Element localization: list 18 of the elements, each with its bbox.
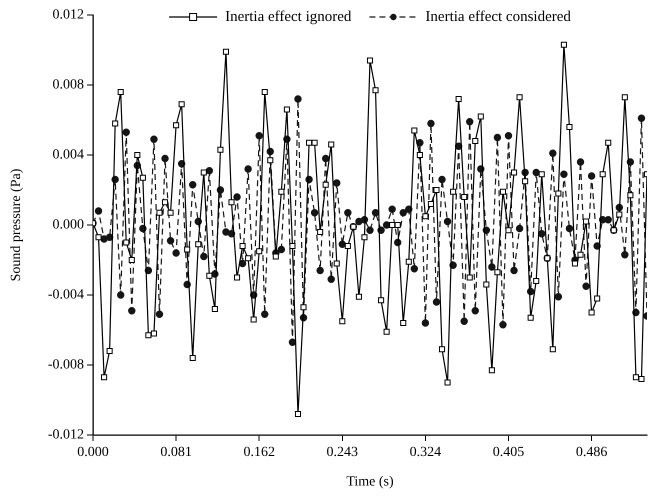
y-tick-label: -0.008 [48,358,84,373]
x-tick-label: 0.324 [410,445,442,460]
x-tick-label: 0.405 [492,445,524,460]
y-tick-label: 0.004 [52,148,84,163]
x-tick-label: 0.486 [576,445,608,460]
y-tick-label: -0.004 [48,288,84,303]
x-tick-label: 0.162 [243,445,275,460]
y-axis-title: Sound pressure (Pa) [9,168,24,282]
x-axis-title: Time (s) [346,474,394,490]
y-tick-label: -0.012 [48,428,84,443]
legend-label: Inertia effect ignored [225,8,352,25]
y-tick-label: 0.008 [52,78,84,93]
x-tick-label: 0.000 [77,445,109,460]
y-tick-label: 0.012 [52,8,84,23]
x-tick-label: 0.081 [160,445,192,460]
x-tick-label: 0.243 [326,445,358,460]
legend-label: Inertia effect considered [425,8,572,25]
y-tick-label: 0.000 [52,218,84,233]
